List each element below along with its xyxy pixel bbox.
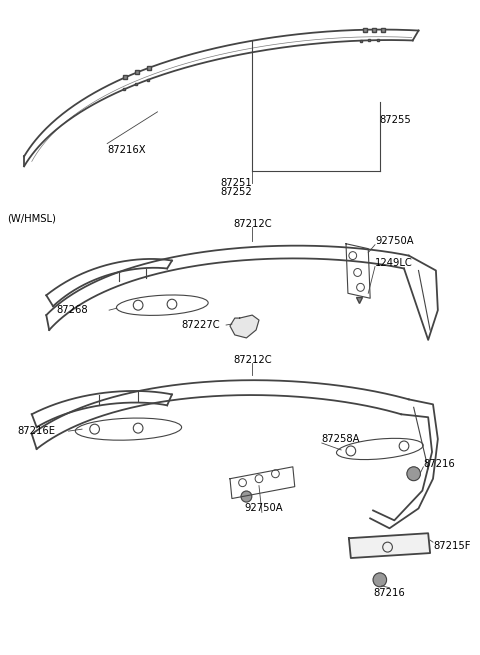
Text: 92750A: 92750A [244, 504, 283, 514]
Text: 87268: 87268 [56, 305, 87, 315]
Text: 87255: 87255 [380, 115, 411, 124]
Text: 87227C: 87227C [181, 320, 220, 330]
Text: 87216: 87216 [423, 459, 455, 469]
Polygon shape [230, 315, 259, 338]
Text: 87216E: 87216E [17, 426, 55, 436]
Circle shape [241, 491, 252, 502]
Text: 87251: 87251 [221, 178, 252, 188]
Text: 1249LC: 1249LC [375, 257, 413, 267]
Text: 92750A: 92750A [375, 236, 414, 246]
Text: 87212C: 87212C [233, 219, 272, 229]
Text: 87258A: 87258A [322, 434, 360, 444]
Text: 87215F: 87215F [433, 541, 470, 551]
Text: 87216: 87216 [373, 588, 406, 598]
Circle shape [373, 573, 386, 587]
Circle shape [407, 467, 420, 481]
Text: 87252: 87252 [221, 187, 252, 197]
Polygon shape [349, 533, 430, 558]
Text: 87212C: 87212C [233, 355, 272, 365]
Text: 87216X: 87216X [107, 145, 146, 155]
Text: (W/HMSL): (W/HMSL) [8, 214, 57, 224]
